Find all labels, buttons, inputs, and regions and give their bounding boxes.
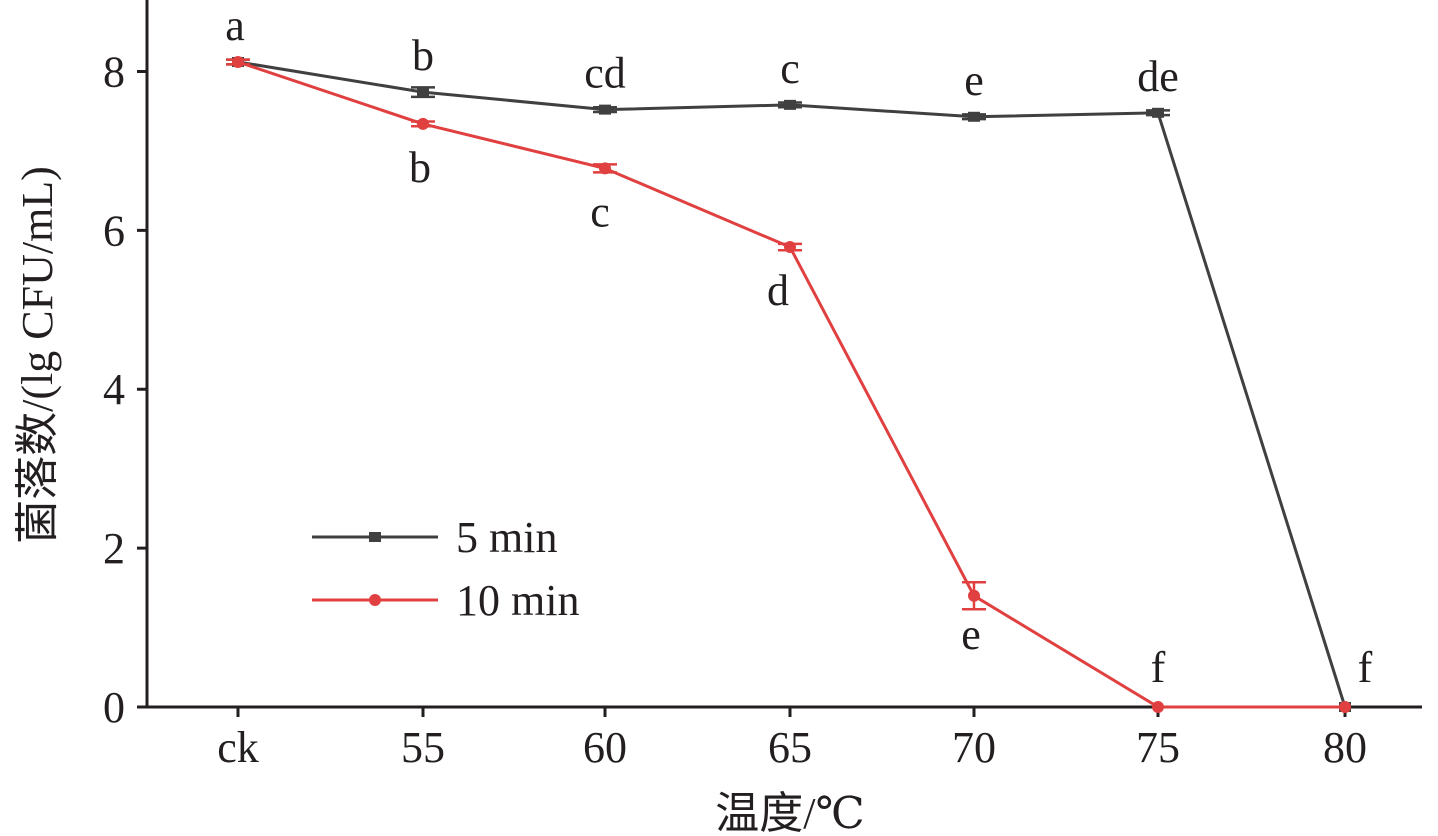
significance-label-10min: e	[961, 610, 981, 659]
data-point	[968, 589, 980, 602]
series-line	[237, 60, 1347, 708]
data-point	[968, 111, 980, 122]
significance-label-10min: f	[1151, 643, 1166, 692]
x-tick-label: ck	[217, 723, 259, 772]
data-point	[784, 241, 796, 254]
legend-item: 5 min	[312, 513, 557, 562]
significance-label-5min: a	[225, 1, 245, 50]
series-10-min	[226, 55, 1351, 713]
y-tick-label: 0	[103, 683, 125, 732]
data-point	[599, 162, 611, 175]
x-tick-label: 65	[768, 723, 812, 772]
data-point	[232, 55, 244, 68]
significance-label-5min: cd	[584, 49, 626, 98]
x-tick-label: 80	[1323, 723, 1367, 772]
data-point	[1152, 107, 1164, 118]
x-tick-label: 70	[952, 723, 996, 772]
significance-label-5min: b	[412, 31, 434, 80]
data-point	[599, 104, 611, 115]
y-tick-label: 6	[103, 206, 125, 255]
data-point	[1339, 701, 1351, 713]
series-5-min	[226, 56, 1351, 712]
y-tick-label: 2	[103, 524, 125, 573]
legend-item: 10 min	[312, 576, 579, 625]
significance-label-10min: c	[590, 187, 610, 236]
data-point	[417, 87, 429, 98]
data-point	[784, 99, 796, 110]
significance-label-5min: c	[780, 44, 800, 93]
x-axis-label: 温度/℃	[715, 789, 864, 836]
axes: 0 2 4 6 8 ck 55 60 65 70 75 80 温度/℃ 菌落数/(lg CFU/mL)	[13, 0, 1422, 836]
data-point	[1152, 701, 1164, 713]
x-tick-label: 60	[583, 723, 627, 772]
significance-label-5min: f	[1358, 643, 1373, 692]
x-tick-label: 75	[1136, 723, 1180, 772]
y-axis-label: 菌落数/(lg CFU/mL)	[13, 166, 62, 544]
series-layer	[226, 55, 1351, 713]
legend-marker	[369, 532, 381, 542]
significance-label-5min: de	[1137, 52, 1179, 101]
significance-label-5min: e	[964, 56, 984, 105]
data-point	[417, 117, 429, 130]
legend-marker	[369, 594, 381, 606]
significance-label-10min: d	[767, 266, 789, 315]
y-tick-label: 8	[103, 47, 125, 96]
series-line	[237, 60, 1345, 709]
x-tick-label: 55	[401, 723, 445, 772]
legend: 5 min 10 min	[312, 513, 579, 625]
legend-label: 10 min	[456, 576, 579, 625]
significance-label-10min: b	[409, 143, 431, 192]
y-tick-label: 4	[103, 365, 125, 414]
legend-label: 5 min	[456, 513, 557, 562]
